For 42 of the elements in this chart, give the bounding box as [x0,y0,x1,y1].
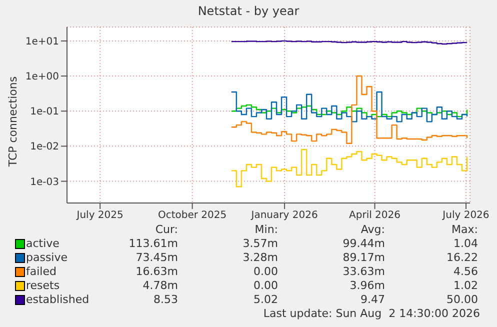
y-tick-label: 1e-02 [30,142,59,153]
y-tick-label: 1e+01 [25,36,59,48]
x-tick-label: October 2025 [158,210,227,222]
text: 0.00 [252,265,278,278]
text: 1.04 [452,237,478,250]
x-tick-label: January 2026 [250,210,318,222]
x-tick-label: April 2026 [349,210,401,222]
text: 113.61m [128,237,178,250]
y-tick-label: 1e-01 [30,106,59,118]
text: 3.28m [242,251,278,264]
text: 33.63m [342,265,385,278]
legend-label: passive [26,251,68,264]
text: Cur: [154,223,178,236]
legend-label: failed [26,265,56,278]
legend-label: established [26,293,90,306]
text: 1.02 [452,279,478,292]
legend-label: active [26,237,60,250]
text: 89.17m [342,251,385,264]
text: 0.00 [252,279,278,292]
text: 3.57m [242,237,278,250]
text: Min: [254,223,278,236]
y-tick-label: 1e-03 [30,176,59,188]
y-tick-label: 1e+00 [25,72,59,83]
text: Max: [450,223,478,236]
chart-title: Netstat - by year [196,4,300,18]
x-tick-label: July 2025 [76,210,124,222]
text: 3.96m [348,279,385,292]
text: 16.22 [446,251,478,264]
text: 50.00 [446,293,478,306]
text: Avg: [360,223,385,236]
text: 73.45m [134,251,178,264]
text: 8.53 [152,293,178,306]
text: 5.02 [252,293,278,306]
text: 16.63m [134,265,178,278]
text: 99.44m [342,237,385,250]
y-axis-title: TCP connections [6,75,20,169]
text: 9.47 [360,293,385,306]
text: 4.78m [142,279,178,292]
text: 4.56 [452,265,478,278]
text: Last update: Sun Aug 2 14:30:00 2026 [263,307,480,320]
x-tick-label: July 2026 [442,210,490,222]
legend-label: resets [26,279,60,292]
